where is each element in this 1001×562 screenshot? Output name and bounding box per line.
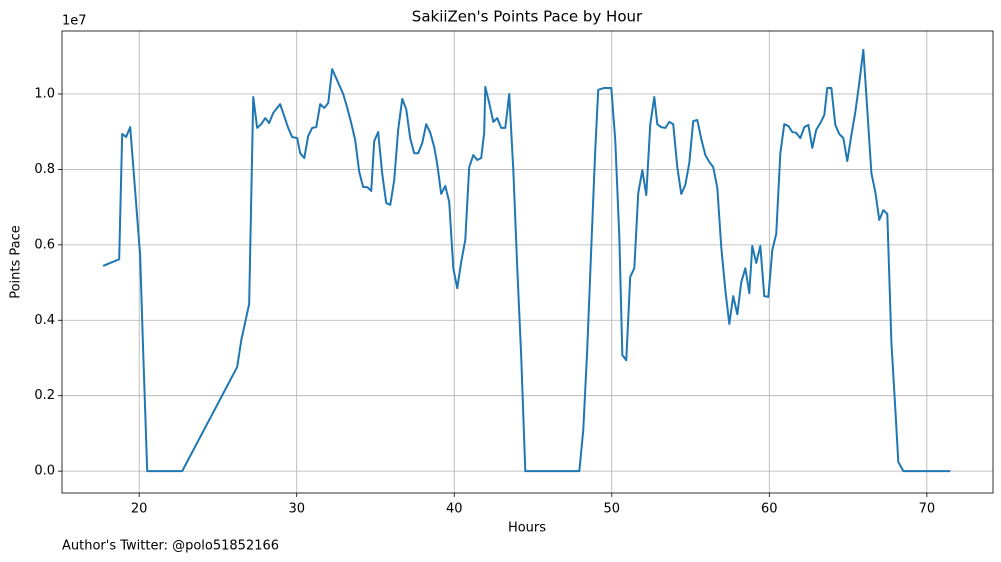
- chart-title: SakiiZen's Points Pace by Hour: [412, 8, 643, 26]
- y-tick-label: 0.8: [34, 162, 55, 177]
- x-tick-label: 50: [604, 502, 621, 517]
- y-tick-label: 0.0: [34, 464, 55, 479]
- y-tick-label: 1.0: [34, 86, 55, 101]
- y-tick-label: 0.4: [34, 313, 55, 328]
- x-axis-label: Hours: [508, 521, 546, 536]
- x-tick-label: 40: [446, 502, 463, 517]
- x-tick-label: 70: [919, 502, 936, 517]
- y-axis-label: Points Pace: [9, 225, 24, 299]
- x-tick-label: 30: [288, 502, 305, 517]
- y-offset-label: 1e7: [62, 14, 87, 29]
- plot-frame: [61, 30, 994, 494]
- y-tick-label: 0.6: [34, 237, 55, 252]
- x-tick-label: 20: [131, 502, 148, 517]
- x-tick-label: 60: [761, 502, 778, 517]
- data-line: [102, 48, 951, 473]
- y-tick-label: 0.2: [34, 388, 55, 403]
- footnote: Author's Twitter: @polo51852166: [62, 539, 279, 554]
